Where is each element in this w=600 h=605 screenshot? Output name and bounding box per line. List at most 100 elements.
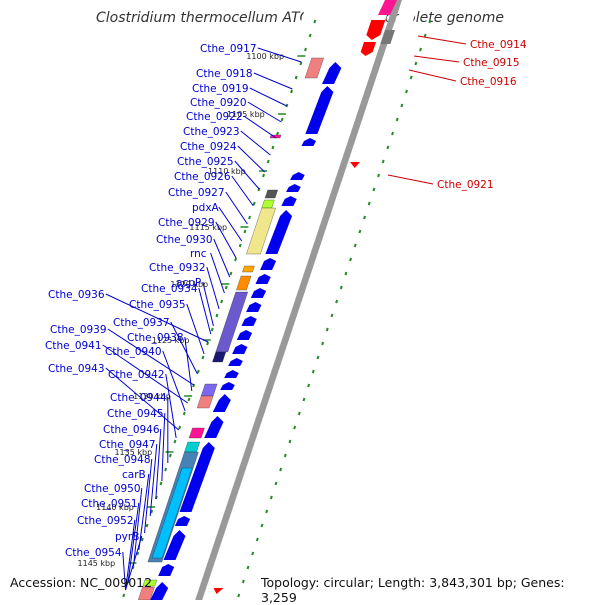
gene-label-left: Cthe_0934	[141, 283, 198, 295]
right-tick-mark	[248, 566, 249, 569]
right-tick-mark	[317, 356, 318, 359]
gene-label-right: Cthe_0915	[463, 57, 520, 69]
left-tick-mark	[291, 90, 292, 93]
left-tick-mark	[272, 146, 273, 149]
right-tick-mark	[397, 118, 398, 121]
gene-label-right: Cthe_0914	[470, 39, 527, 51]
right-tick-mark	[294, 426, 295, 429]
topology-text: Topology: circular; Length: 3,843,301 bp…	[261, 575, 600, 605]
right-tick-mark	[238, 594, 239, 597]
right-tick-mark	[243, 580, 244, 583]
gene-label-left: carB	[122, 469, 146, 481]
right-tick-mark	[350, 258, 351, 261]
left-tick-mark	[207, 342, 208, 345]
right-tick-mark	[383, 160, 384, 163]
gene-label-left: Cthe_0946	[103, 424, 160, 436]
left-tick-mark	[314, 20, 315, 23]
right-tick-mark	[411, 76, 412, 79]
left-tick-mark	[165, 468, 166, 471]
gene-label-left: Cthe_0925	[177, 156, 234, 168]
gene-label-left: Cthe_0918	[196, 68, 253, 80]
right-tick-mark	[252, 552, 253, 555]
gene-label-right: Cthe_0916	[460, 76, 517, 88]
gene-label-left: Cthe_0952	[77, 515, 134, 527]
label-leader-line	[418, 36, 466, 44]
left-tick-mark	[254, 202, 255, 205]
left-tick-mark	[216, 314, 217, 317]
right-tick-mark	[345, 272, 346, 275]
left-tick-mark	[188, 398, 189, 401]
gene-label-left: Cthe_0948	[94, 454, 151, 466]
gene-label-left: Cthe_0941	[45, 340, 102, 352]
left-tick-mark	[212, 328, 213, 331]
right-tick-mark	[355, 244, 356, 247]
gene-label-left: Cthe_0950	[84, 483, 141, 495]
left-tick-mark	[221, 300, 222, 303]
label-leader-line	[388, 175, 433, 184]
right-tick-mark	[392, 132, 393, 135]
gene-label-left: Cthe_0943	[48, 363, 105, 375]
gene-label-left: Cthe_0954	[65, 547, 122, 559]
gene-label-left: Cthe_0938	[127, 332, 184, 344]
right-tick-mark	[257, 538, 258, 541]
right-tick-mark	[331, 314, 332, 317]
left-tick-mark	[202, 356, 203, 359]
right-tick-mark	[271, 496, 272, 499]
left-tick-mark	[170, 454, 171, 457]
left-tick-mark	[296, 76, 297, 79]
gene-label-left: Cthe_0939	[50, 324, 107, 336]
gene-label-left: Cthe_0930	[156, 234, 213, 246]
gene-label-left: Cthe_0940	[105, 346, 162, 358]
left-tick-mark	[151, 510, 152, 513]
gene-label-left: Cthe_0951	[81, 498, 138, 510]
right-tick-mark	[401, 104, 402, 107]
right-tick-mark	[308, 384, 309, 387]
left-tick-mark	[123, 594, 124, 597]
left-tick-mark	[226, 286, 227, 289]
left-tick-mark	[198, 370, 199, 373]
gene-label-left: Cthe_0944	[110, 392, 167, 404]
right-tick-mark	[285, 454, 286, 457]
left-tick-mark	[268, 160, 269, 163]
gene-label-left: Cthe_0923	[183, 126, 240, 138]
right-tick-mark	[327, 328, 328, 331]
right-tick-mark	[275, 482, 276, 485]
right-tick-mark	[299, 412, 300, 415]
gene-label-left: Cthe_0924	[180, 141, 237, 153]
left-tick-mark	[277, 132, 278, 135]
left-tick-mark	[184, 412, 185, 415]
gene-label-right: Cthe_0921	[437, 179, 494, 191]
left-tick-mark	[179, 426, 180, 429]
gene-label-left: Cthe_0947	[99, 439, 156, 451]
gene-label-left: Cthe_0929	[158, 217, 215, 229]
gene-label-left: Cthe_0919	[192, 83, 249, 95]
gene-label-left: Cthe_0917	[200, 43, 257, 55]
right-tick-mark	[280, 468, 281, 471]
label-leader-line	[409, 70, 456, 81]
kbp-label: 1145 kbp	[78, 559, 116, 568]
right-tick-mark	[336, 300, 337, 303]
left-tick-mark	[235, 258, 236, 261]
left-tick-mark	[244, 230, 245, 233]
right-tick-mark	[369, 202, 370, 205]
right-tick-mark	[303, 398, 304, 401]
left-tick-mark	[174, 440, 175, 443]
right-tick-mark	[415, 62, 416, 65]
gene-label-left: Cthe_0936	[48, 289, 105, 301]
right-tick-mark	[406, 90, 407, 93]
right-tick-mark	[425, 34, 426, 37]
right-tick-mark	[387, 146, 388, 149]
right-tick-mark	[364, 216, 365, 219]
right-tick-mark	[429, 20, 430, 23]
left-tick-mark	[240, 244, 241, 247]
gene-label-left: rnc	[190, 248, 207, 260]
right-tick-mark	[359, 230, 360, 233]
gene-label-left: Cthe_0920	[190, 97, 247, 109]
gene-label-left: Cthe_0937	[113, 317, 170, 329]
gene-label-left: pdxA	[192, 202, 220, 214]
left-tick-mark	[305, 48, 306, 51]
gene-segment	[242, 266, 254, 272]
right-tick-mark	[266, 510, 267, 513]
right-tick-mark	[378, 174, 379, 177]
